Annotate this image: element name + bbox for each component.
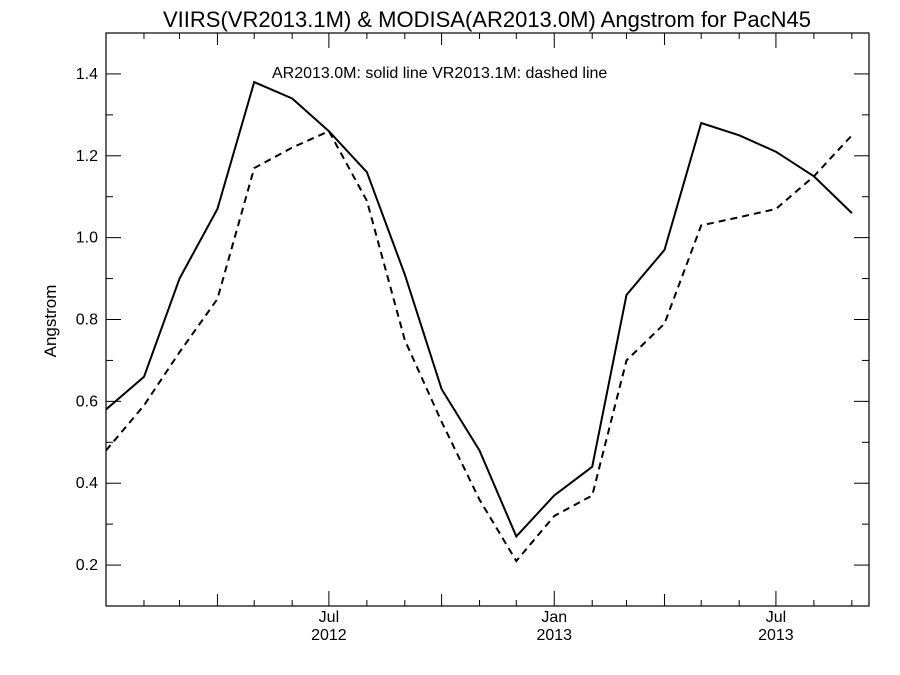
series-line-ar2013-0m [106, 80, 853, 539]
x-tick-year-label: 2012 [311, 627, 347, 644]
chart-title: VIIRS(VR2013.1M) & MODISA(AR2013.0M) Ang… [163, 7, 811, 32]
y-tick-label: 1.4 [76, 66, 98, 83]
x-tick-month-label: Jul [319, 609, 339, 626]
x-tick-month-label: Jan [541, 609, 567, 626]
y-tick-label: 1.0 [76, 230, 98, 247]
tick-labels: 0.20.40.60.81.01.21.4Jul2012Jan2013Jul20… [76, 66, 794, 644]
series-line-vr2013-1m [106, 129, 853, 563]
tick-marks [106, 33, 869, 606]
y-tick-label: 0.2 [76, 557, 98, 574]
y-tick-label: 0.4 [76, 475, 98, 492]
y-tick-label: 1.2 [76, 148, 98, 165]
data-series [106, 80, 853, 563]
y-tick-label: 0.8 [76, 312, 98, 329]
x-tick-month-label: Jul [766, 609, 786, 626]
y-tick-label: 0.6 [76, 393, 98, 410]
x-tick-year-label: 2013 [758, 627, 794, 644]
legend-annotation: AR2013.0M: solid line VR2013.1M: dashed … [272, 65, 607, 82]
y-axis-label: Angstrom [41, 285, 60, 358]
x-tick-year-label: 2013 [536, 627, 572, 644]
plot-frame [105, 32, 870, 607]
